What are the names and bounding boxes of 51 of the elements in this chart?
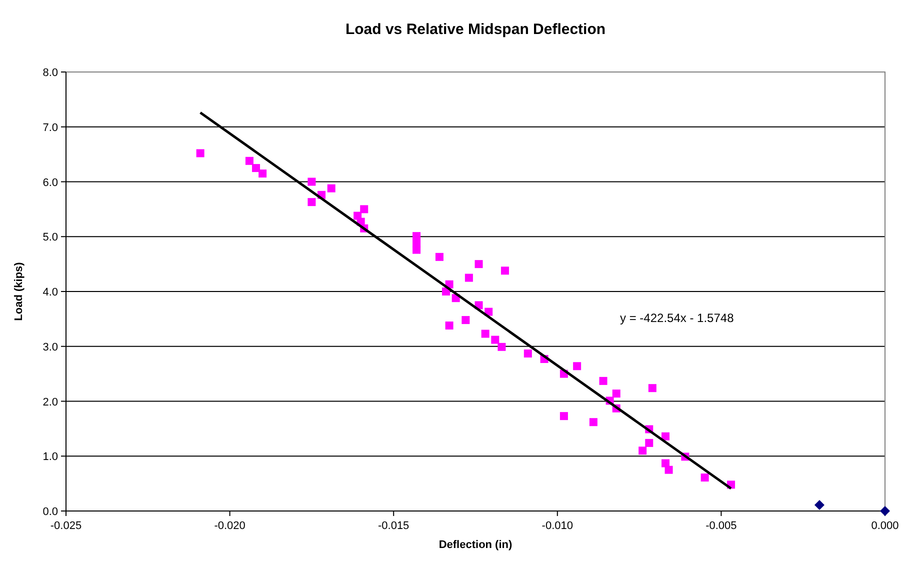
point xyxy=(435,252,444,261)
point xyxy=(412,246,421,254)
point xyxy=(464,274,473,282)
point xyxy=(638,446,647,455)
point xyxy=(252,164,260,172)
point xyxy=(474,260,483,268)
y-tick-label: 2.0 xyxy=(42,396,58,408)
x-tick-label: 0.000 xyxy=(871,520,899,532)
point xyxy=(245,156,254,165)
point xyxy=(560,412,568,420)
point xyxy=(462,316,470,324)
point xyxy=(445,322,454,330)
y-tick-label: 5.0 xyxy=(42,232,58,244)
x-axis-title: Deflection (in) xyxy=(438,539,512,551)
point xyxy=(700,474,709,482)
point xyxy=(327,184,336,192)
point xyxy=(589,418,598,426)
y-tick-label: 7.0 xyxy=(42,122,58,134)
point xyxy=(360,205,368,214)
point xyxy=(599,376,608,385)
point xyxy=(196,149,204,158)
point xyxy=(645,438,654,447)
x-tick-label: -0.005 xyxy=(706,520,737,532)
y-tick-label: 0.0 xyxy=(42,506,58,518)
x-tick-label: -0.020 xyxy=(214,520,246,532)
point xyxy=(612,390,620,398)
point xyxy=(648,384,656,392)
x-tick-label: -0.010 xyxy=(542,520,573,532)
point xyxy=(664,466,673,474)
y-axis-title: Load (kips) xyxy=(13,262,25,321)
point xyxy=(308,198,316,206)
x-tick-label: -0.015 xyxy=(378,520,410,532)
point xyxy=(308,178,316,186)
point xyxy=(524,350,532,358)
y-tick-label: 6.0 xyxy=(42,176,58,189)
point xyxy=(814,500,824,510)
y-tick-label: 3.0 xyxy=(42,341,58,354)
point xyxy=(662,432,670,440)
chart-title: Load vs Relative Midspan Deflection xyxy=(345,21,606,38)
y-tick-label: 8.0 xyxy=(42,67,58,79)
point xyxy=(481,330,490,338)
point xyxy=(573,362,582,370)
x-tick-label: -0.025 xyxy=(50,520,82,532)
point xyxy=(498,342,506,351)
point xyxy=(491,336,500,344)
point xyxy=(500,266,509,275)
annotation: y = -422.54x - 1.5748 xyxy=(620,311,734,325)
y-tick-label: 1.0 xyxy=(42,451,58,464)
point xyxy=(412,232,421,240)
y-tick-label: 4.0 xyxy=(42,286,58,298)
point xyxy=(258,170,267,178)
